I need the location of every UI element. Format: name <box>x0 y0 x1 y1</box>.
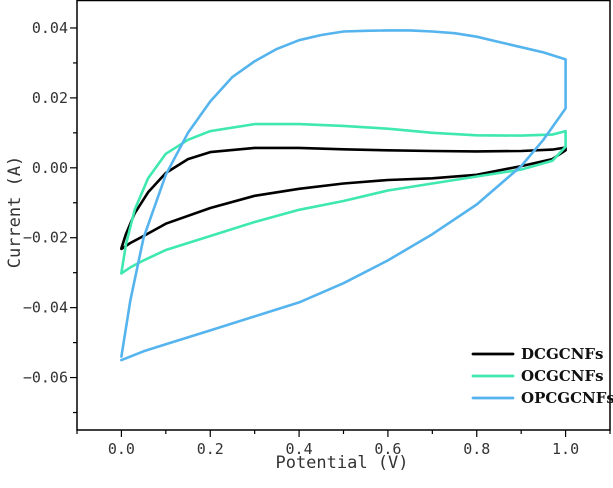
x-axis-title: Potential (V) <box>275 453 408 473</box>
y-axis-ticks: −0.06 −0.04 −0.02 0.00 0.02 0.04 <box>23 19 77 414</box>
y-tick-label: −0.02 <box>23 229 68 247</box>
legend-label-dcgcnfs: DCGCNFs <box>521 345 604 363</box>
y-tick-label: −0.04 <box>23 299 68 317</box>
x-axis-ticks: 0.0 0.2 0.4 0.6 0.8 1.0 <box>76 430 611 458</box>
legend: DCGCNFs OCGCNFs OPCGCNFs <box>471 345 613 407</box>
legend-label-opcgcnfs: OPCGCNFs <box>521 389 613 407</box>
x-tick-label: 0.0 <box>108 440 135 458</box>
x-tick-label: 0.6 <box>374 440 401 458</box>
series-line-dcgcnfs <box>120 146 567 251</box>
y-tick-label: 0.00 <box>32 159 68 177</box>
x-tick-label: 0.4 <box>286 440 313 458</box>
series-layer <box>120 29 567 362</box>
plot-frame <box>76 0 611 431</box>
y-tick-label: 0.02 <box>32 89 68 107</box>
series-line-ocgcnfs <box>120 122 567 275</box>
x-tick-label: 0.8 <box>463 440 490 458</box>
y-axis-title: Current (A) <box>5 156 25 269</box>
x-tick-label: 1.0 <box>552 440 579 458</box>
legend-label-ocgcnfs: OCGCNFs <box>521 367 604 385</box>
x-tick-label: 0.2 <box>197 440 224 458</box>
y-tick-label: 0.04 <box>32 19 68 37</box>
series-line-opcgcnfs <box>120 29 567 362</box>
plot-border <box>76 0 611 431</box>
y-tick-label: −0.06 <box>23 369 68 387</box>
